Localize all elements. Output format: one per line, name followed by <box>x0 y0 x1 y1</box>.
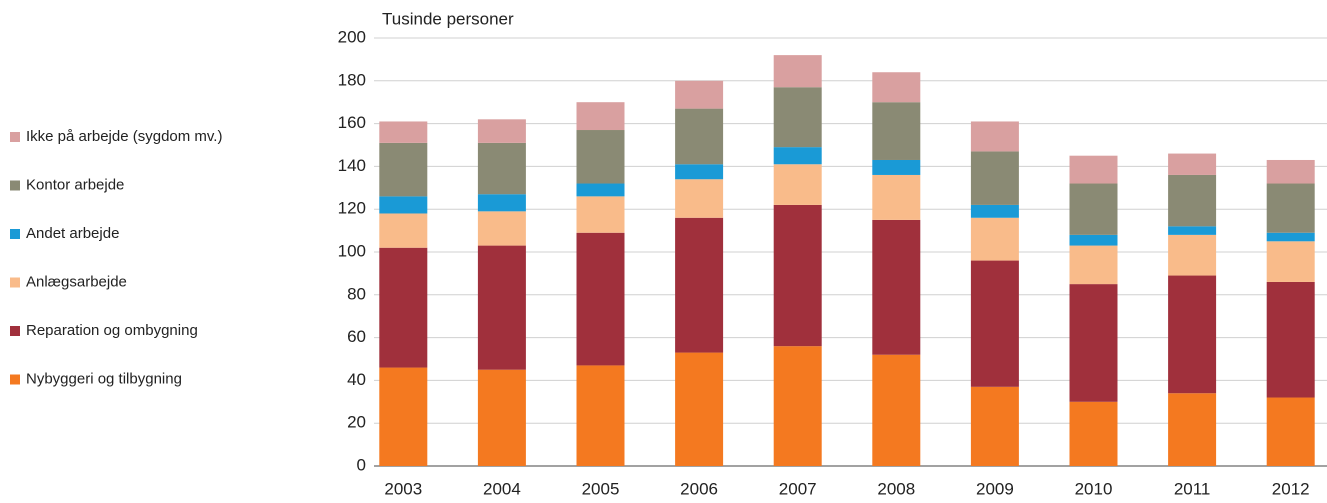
bar-segment <box>675 80 724 109</box>
bar-segment <box>1266 159 1315 184</box>
bar-segment <box>576 365 625 466</box>
bar-segment <box>675 352 724 466</box>
y-axis-label: Tusinde personer <box>382 9 514 28</box>
legend-label: Ikke på arbejde (sygdom mv.) <box>26 128 222 145</box>
legend-swatch <box>10 326 20 336</box>
y-tick-label: 20 <box>347 413 366 432</box>
bar-segment <box>872 174 921 220</box>
legend-swatch <box>10 132 20 142</box>
bar-segment <box>576 102 625 131</box>
bar-segment <box>872 159 921 175</box>
bar-segment <box>379 196 428 214</box>
y-tick-label: 80 <box>347 284 366 303</box>
legend-label: Andet arbejde <box>26 225 119 242</box>
y-tick-label: 40 <box>347 370 366 389</box>
y-tick-label: 140 <box>338 156 366 175</box>
bar-segment <box>477 245 526 370</box>
y-tick-label: 200 <box>338 27 366 46</box>
bar-segment <box>379 121 428 143</box>
bar-segment <box>1168 234 1217 276</box>
bar-segment <box>773 87 822 148</box>
bar-segment <box>1168 226 1217 235</box>
bar-segment <box>1168 174 1217 227</box>
bar-segment <box>773 147 822 165</box>
bar-segment <box>477 369 526 466</box>
legend-label: Kontor arbejde <box>26 176 124 193</box>
y-tick-label: 100 <box>338 241 366 260</box>
legend-label: Reparation og ombygning <box>26 322 198 339</box>
bar-segment <box>1266 183 1315 233</box>
bar-segment <box>1168 393 1217 466</box>
bar-segment <box>872 72 921 103</box>
y-tick-label: 160 <box>338 113 366 132</box>
bar-segment <box>970 151 1019 205</box>
bar-segment <box>1069 234 1118 246</box>
bar-segment <box>970 386 1019 466</box>
bar-segment <box>379 247 428 368</box>
bar-segment <box>576 183 625 197</box>
bar-segment <box>773 164 822 205</box>
bar-segment <box>477 142 526 195</box>
y-tick-label: 0 <box>357 455 366 474</box>
x-tick-label: 2012 <box>1272 479 1310 498</box>
bar-segment <box>1069 155 1118 184</box>
bar-segment <box>1266 281 1315 398</box>
bar-segment <box>675 108 724 165</box>
bar-segment <box>970 260 1019 387</box>
bar-segment <box>970 204 1019 218</box>
bar-segment <box>379 142 428 197</box>
bar-segment <box>1266 241 1315 282</box>
bar-segment <box>675 164 724 180</box>
bar-segment <box>970 217 1019 261</box>
bar-segment <box>675 217 724 353</box>
x-tick-label: 2006 <box>680 479 718 498</box>
bar-segment <box>1069 183 1118 235</box>
bar-segment <box>477 211 526 246</box>
bar-segment <box>872 354 921 466</box>
x-tick-label: 2005 <box>582 479 620 498</box>
legend-swatch <box>10 180 20 191</box>
bar-segment <box>1069 245 1118 285</box>
bar-segment <box>970 121 1019 152</box>
x-tick-label: 2008 <box>877 479 915 498</box>
x-tick-label: 2010 <box>1075 479 1113 498</box>
bar-segment <box>576 232 625 366</box>
bar-segment <box>872 219 921 355</box>
bar-segment <box>675 179 724 218</box>
legend-label: Nybyggeri og tilbygning <box>26 370 182 387</box>
bar-segment <box>379 213 428 248</box>
bar-segment <box>773 55 822 88</box>
legend-swatch <box>10 374 20 385</box>
bar-segment <box>1266 232 1315 242</box>
y-tick-label: 60 <box>347 327 366 346</box>
bar-segment <box>1266 397 1315 466</box>
bar-segment <box>477 194 526 212</box>
bar-segment <box>1168 153 1217 175</box>
bar-segment <box>1168 275 1217 394</box>
y-tick-label: 120 <box>338 199 366 218</box>
x-tick-label: 2009 <box>976 479 1014 498</box>
bar-segment <box>773 346 822 466</box>
x-tick-label: 2007 <box>779 479 817 498</box>
x-tick-label: 2003 <box>384 479 422 498</box>
x-tick-label: 2004 <box>483 479 521 498</box>
bar-segment <box>872 102 921 160</box>
bar-segment <box>1069 284 1118 402</box>
bar-segment <box>379 367 428 466</box>
legend-label: Anlægsarbejde <box>26 273 127 290</box>
y-tick-label: 180 <box>338 70 366 89</box>
legend-swatch <box>10 229 20 239</box>
legend-swatch <box>10 277 20 288</box>
bar-segment <box>1069 401 1118 466</box>
bar-segment <box>773 204 822 347</box>
bar-segment <box>576 130 625 184</box>
x-tick-label: 2011 <box>1174 479 1211 498</box>
bar-segment <box>477 119 526 143</box>
bar-segment <box>576 196 625 233</box>
